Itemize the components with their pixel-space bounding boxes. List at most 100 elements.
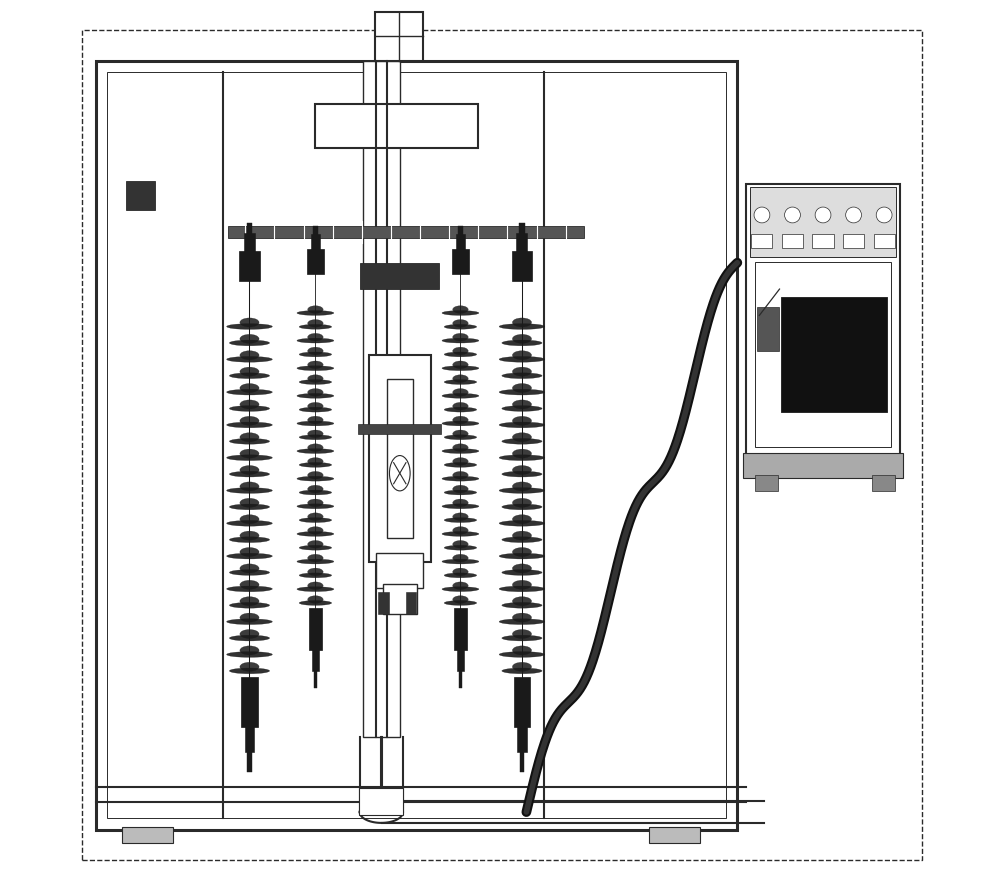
Ellipse shape [512,663,532,672]
Bar [247,750,252,772]
Ellipse shape [308,568,323,576]
Ellipse shape [297,394,334,399]
Ellipse shape [502,537,542,543]
Ellipse shape [453,527,468,535]
Ellipse shape [444,325,477,330]
Circle shape [815,208,831,224]
Ellipse shape [442,559,479,565]
Ellipse shape [297,504,334,509]
Ellipse shape [229,570,270,576]
Ellipse shape [512,433,532,443]
Ellipse shape [229,341,270,347]
Ellipse shape [299,601,332,606]
Ellipse shape [240,515,259,524]
Ellipse shape [308,389,323,397]
Circle shape [846,208,861,224]
Ellipse shape [308,527,323,535]
Ellipse shape [512,565,532,573]
Ellipse shape [512,646,532,655]
Ellipse shape [308,555,323,562]
Bar [812,235,834,249]
Ellipse shape [240,646,259,655]
Bar [376,553,423,588]
Ellipse shape [502,341,542,347]
Ellipse shape [240,499,259,507]
Ellipse shape [308,471,323,479]
Ellipse shape [389,456,410,492]
Ellipse shape [453,348,468,356]
Ellipse shape [453,362,468,369]
Ellipse shape [499,587,545,592]
Ellipse shape [299,407,332,413]
Ellipse shape [240,614,259,623]
Ellipse shape [453,376,468,383]
Ellipse shape [453,514,468,521]
Bar [746,184,900,457]
Bar [519,224,525,236]
Ellipse shape [227,324,272,330]
Bar [512,251,532,282]
Ellipse shape [453,458,468,465]
Bar [383,584,417,615]
Ellipse shape [453,417,468,424]
Ellipse shape [444,463,477,468]
Ellipse shape [512,614,532,623]
Ellipse shape [308,417,323,424]
Bar [387,379,413,538]
Ellipse shape [229,471,270,478]
Ellipse shape [229,439,270,444]
Ellipse shape [308,514,323,521]
Ellipse shape [453,320,468,327]
Ellipse shape [240,368,259,377]
Ellipse shape [453,500,468,507]
Ellipse shape [499,390,545,396]
Ellipse shape [240,663,259,672]
Bar [743,454,903,479]
Ellipse shape [442,339,479,343]
Ellipse shape [240,351,259,360]
Ellipse shape [227,390,272,396]
Ellipse shape [308,320,323,327]
Bar [514,677,530,727]
Ellipse shape [229,636,270,641]
Bar [358,424,441,435]
Ellipse shape [297,587,334,592]
Ellipse shape [444,435,477,440]
Ellipse shape [227,521,272,527]
Bar [311,235,320,252]
Ellipse shape [297,532,334,536]
Ellipse shape [240,565,259,573]
Bar [874,235,895,249]
Ellipse shape [229,602,270,608]
Ellipse shape [453,596,468,603]
Ellipse shape [240,531,259,541]
Ellipse shape [453,389,468,397]
Bar [378,593,389,615]
Ellipse shape [453,568,468,576]
Ellipse shape [512,319,532,327]
Ellipse shape [308,541,323,549]
Bar [782,235,803,249]
Ellipse shape [308,334,323,342]
Bar [458,227,463,237]
Ellipse shape [297,559,334,565]
Ellipse shape [442,394,479,399]
Bar [406,593,416,615]
Ellipse shape [444,601,477,606]
Ellipse shape [308,582,323,590]
Ellipse shape [227,651,272,658]
Ellipse shape [499,619,545,625]
Ellipse shape [297,421,334,427]
Ellipse shape [442,587,479,592]
Bar [126,182,155,211]
Ellipse shape [227,619,272,625]
Ellipse shape [444,573,477,578]
Ellipse shape [240,335,259,344]
Ellipse shape [502,407,542,412]
Ellipse shape [227,422,272,428]
Ellipse shape [499,324,545,330]
Ellipse shape [512,384,532,393]
Bar [360,263,439,290]
Ellipse shape [299,325,332,330]
Circle shape [754,208,770,224]
